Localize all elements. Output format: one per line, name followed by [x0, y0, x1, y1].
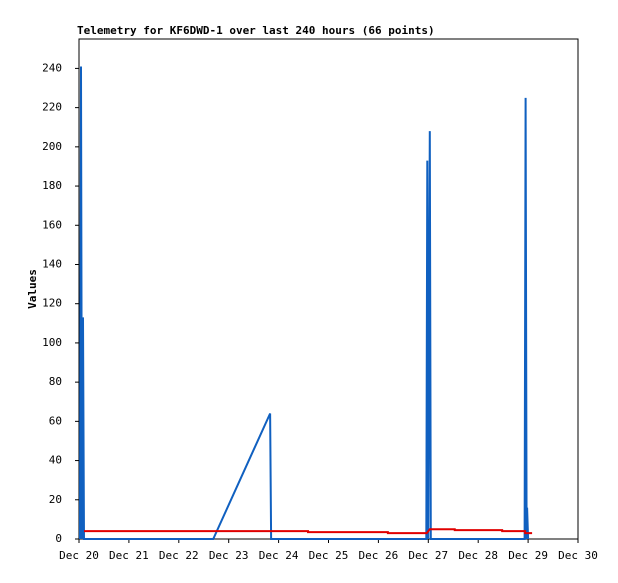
x-tick-label: Dec 28 [458, 549, 498, 562]
y-tick-label: 120 [42, 297, 62, 310]
x-tick-label: Dec 29 [508, 549, 548, 562]
y-tick-label: 100 [42, 336, 62, 349]
series-line [83, 528, 533, 535]
x-tick-label: Dec 26 [359, 549, 399, 562]
x-tick-label: Dec 27 [408, 549, 448, 562]
x-tick-label: Dec 20 [59, 549, 99, 562]
x-tick-label: Dec 24 [259, 549, 299, 562]
y-tick-label: 80 [49, 375, 62, 388]
x-tick-label: Dec 30 [558, 549, 598, 562]
x-tick-label: Dec 25 [309, 549, 349, 562]
y-tick-label: 60 [49, 414, 62, 427]
y-tick-label: 200 [42, 140, 62, 153]
y-axis-label: Values [26, 269, 39, 309]
y-tick-label: 160 [42, 218, 62, 231]
y-tick-label: 140 [42, 257, 62, 270]
y-tick-label: 220 [42, 101, 62, 114]
y-tick-label: 20 [49, 493, 62, 506]
y-tick-label: 0 [55, 532, 62, 545]
x-tick-label: Dec 23 [209, 549, 249, 562]
x-tick-label: Dec 22 [159, 549, 199, 562]
y-tick-label: 40 [49, 454, 62, 467]
y-tick-label: 240 [42, 61, 62, 74]
x-tick-label: Dec 21 [109, 549, 149, 562]
y-tick-label: 180 [42, 179, 62, 192]
series-line [78, 66, 530, 540]
chart-title: Telemetry for KF6DWD-1 over last 240 hou… [77, 24, 435, 37]
